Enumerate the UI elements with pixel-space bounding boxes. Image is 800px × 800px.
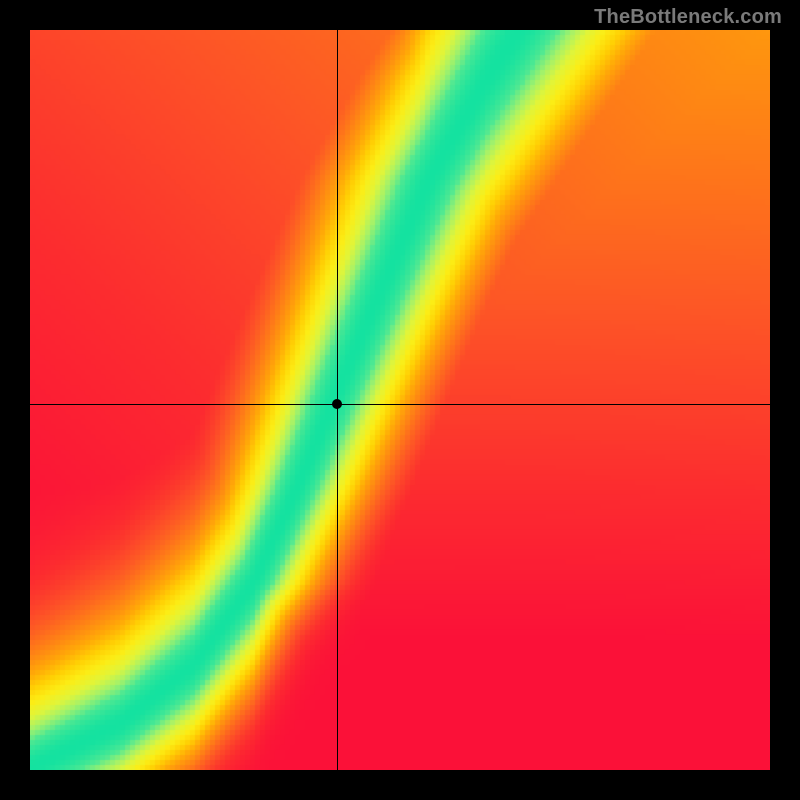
crosshair-horizontal — [30, 404, 770, 405]
heatmap-canvas — [30, 30, 770, 770]
chart-container: TheBottleneck.com — [0, 0, 800, 800]
crosshair-marker — [332, 399, 342, 409]
watermark-text: TheBottleneck.com — [594, 6, 782, 29]
